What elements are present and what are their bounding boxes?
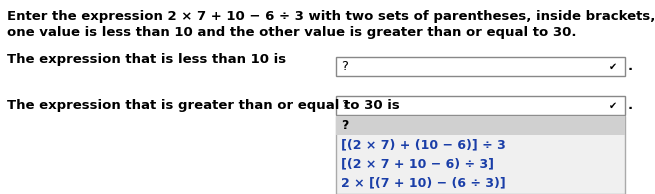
Bar	[336, 96, 625, 115]
Text: .: .	[628, 60, 633, 73]
Bar	[336, 116, 625, 135]
Bar	[336, 57, 625, 76]
Text: ?: ?	[341, 99, 348, 112]
Text: ✔: ✔	[609, 61, 617, 72]
Text: [(2 × 7) + (10 − 6)] ÷ 3: [(2 × 7) + (10 − 6)] ÷ 3	[341, 138, 506, 151]
Text: The expression that is less than 10 is: The expression that is less than 10 is	[7, 54, 286, 67]
Text: ?: ?	[341, 119, 348, 132]
Text: [(2 × 7 + 10 − 6) ÷ 3]: [(2 × 7 + 10 − 6) ÷ 3]	[341, 157, 494, 170]
Text: one value is less than 10 and the other value is greater than or equal to 30.: one value is less than 10 and the other …	[7, 26, 576, 39]
Text: .: .	[628, 99, 633, 112]
Bar	[336, 116, 625, 194]
Text: ✔: ✔	[609, 100, 617, 111]
Text: The expression that is greater than or equal to 30 is: The expression that is greater than or e…	[7, 99, 400, 112]
Text: 2 × [(7 + 10) − (6 ÷ 3)]: 2 × [(7 + 10) − (6 ÷ 3)]	[341, 176, 506, 189]
Text: Enter the expression 2 × 7 + 10 − 6 ÷ 3 with two sets of parentheses, inside bra: Enter the expression 2 × 7 + 10 − 6 ÷ 3 …	[7, 10, 655, 23]
Text: ?: ?	[341, 60, 348, 73]
